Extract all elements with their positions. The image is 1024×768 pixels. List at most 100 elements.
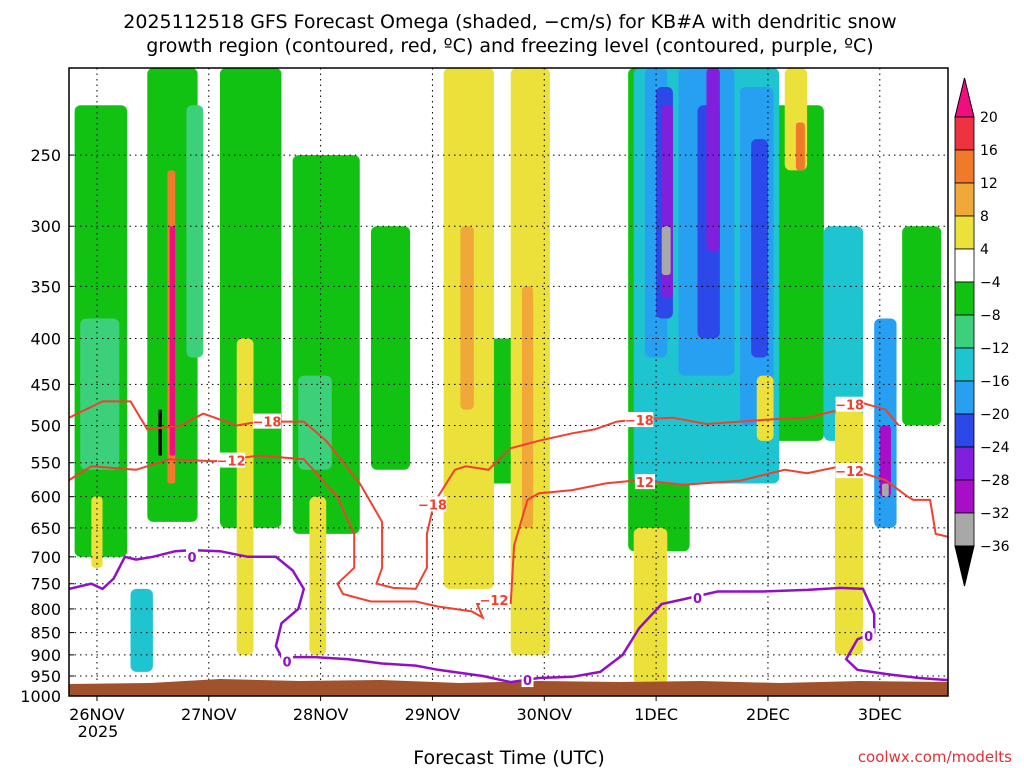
yellow-band	[309, 496, 327, 655]
colorbar-label: −8	[980, 308, 1001, 324]
y-tick-label: 250	[30, 146, 61, 165]
colorbar-label: −36	[980, 539, 1010, 555]
red-contour-label-bg	[835, 463, 864, 479]
red-contour-label-bg	[634, 474, 655, 490]
y-tick-label: 750	[30, 575, 61, 594]
y-tick-label: 850	[30, 624, 61, 643]
red-contour-label: −12	[835, 465, 864, 480]
purple-contour-label-bg	[521, 672, 534, 688]
colorbar-label: 20	[980, 110, 998, 126]
green-band	[219, 68, 282, 528]
red-contour-label-bg	[252, 413, 281, 429]
colorbar-bottom-arrow	[954, 545, 975, 587]
x-tick-label: 1DEC	[634, 705, 678, 724]
y-axis: 250 300 350 400 450 500 550 600 650 700 750 800 850 9…	[20, 146, 74, 706]
x-axis: 26NOV 27NOV 28NOV 29NOV 30NOV 1DEC 2DEC 3DEC	[69, 696, 902, 724]
y-tick-label: 700	[30, 548, 61, 567]
orange-band	[795, 122, 805, 171]
credit-link[interactable]: coolwx.com/modelts	[858, 748, 1012, 766]
teal-band	[298, 375, 332, 470]
red-contour-label-bg	[217, 452, 246, 468]
gray-band	[882, 483, 889, 497]
red-contour-label: −18	[625, 414, 654, 429]
x-tick-label: 27NOV	[181, 705, 237, 724]
purple-contour-label: 0	[523, 674, 532, 689]
red-contour-label: −18	[252, 416, 281, 431]
purple-contour-label-bg	[281, 653, 294, 669]
x-tick-label: 29NOV	[405, 705, 461, 724]
colorbar-label: 16	[980, 143, 998, 159]
purple-contour-label: 0	[283, 655, 292, 670]
red-contour-label: −12	[479, 594, 508, 609]
colorbar-label: 8	[980, 209, 989, 225]
colorbar-segment	[954, 512, 975, 547]
contour-labels: −18 −12 −18 −12 −18 12 −18 −12 0 0 0 0 0	[186, 396, 875, 689]
colorbar-label: −16	[980, 374, 1010, 390]
colorbar-segment	[954, 446, 975, 481]
y-tick-label: 300	[30, 217, 61, 236]
colorbar-top-arrow	[954, 77, 975, 118]
red-contour-label-bg	[479, 592, 508, 608]
y-tick-label: 350	[30, 277, 61, 296]
colorbar-segment	[954, 347, 975, 382]
colorbar-label: −28	[980, 473, 1010, 489]
y-tick-label: 650	[30, 519, 61, 538]
green-band	[773, 105, 824, 441]
purple-contour-label: 0	[187, 551, 196, 566]
purple-contour-label-bg	[186, 548, 199, 564]
x-axis-label: Forecast Time (UTC)	[413, 747, 604, 768]
colorbar-label: −20	[980, 407, 1010, 423]
green-band	[292, 155, 360, 534]
teal-band	[186, 105, 204, 358]
y-tick-label: 500	[30, 417, 61, 436]
gray-band	[661, 226, 671, 276]
purple-contour-label: 0	[864, 630, 873, 645]
y-tick-label: 800	[30, 600, 61, 619]
colorbar-segment	[954, 149, 975, 184]
colorbar-label: 4	[980, 242, 989, 258]
red-contour-label-bg	[418, 496, 447, 512]
y-tick-label: 950	[30, 667, 61, 686]
purple-contour-label-bg	[691, 590, 704, 606]
x-tick-label: 2DEC	[746, 705, 790, 724]
navy-band	[751, 139, 768, 358]
colorbar-segment	[954, 116, 975, 151]
grid-lines	[69, 68, 948, 696]
y-tick-label: 400	[30, 329, 61, 348]
red-contour-label-bg	[835, 396, 864, 412]
yellow-band	[91, 496, 103, 568]
plot-frame	[68, 67, 949, 697]
colorbar-label: 12	[980, 176, 998, 192]
red-contour-label: −12	[217, 455, 246, 470]
teal-band	[80, 318, 120, 470]
orange-band	[521, 286, 534, 528]
terrain	[69, 679, 948, 696]
colorbar: 20 16 12 8 4 −4 −8 −12 −16 −20 −24 −28 −32 −36	[954, 77, 1010, 587]
green-band	[902, 226, 942, 426]
orange-band	[460, 226, 474, 410]
colorbar-segment	[954, 314, 975, 349]
colorbar-label: −24	[980, 440, 1010, 456]
colorbar-segment	[954, 182, 975, 217]
y-tick-label: 1000	[20, 687, 61, 706]
y-tick-label: 450	[30, 375, 61, 394]
colorbar-segment	[954, 380, 975, 415]
red-contour-label-bg	[625, 412, 654, 428]
red-contour-label: 12	[636, 476, 654, 491]
y-tick-label: 600	[30, 488, 61, 507]
magenta-band	[169, 226, 176, 456]
y-tick-label: 900	[30, 646, 61, 665]
y-tick-label: 550	[30, 454, 61, 473]
colorbar-label: −12	[980, 341, 1010, 357]
colorbar-segment	[954, 413, 975, 448]
yellow-band	[835, 409, 864, 655]
green-band	[370, 226, 411, 470]
yellow-band	[756, 375, 774, 441]
year-label: 2025	[78, 722, 119, 741]
colorbar-segment	[954, 479, 975, 514]
teal-band	[130, 588, 153, 672]
ground-surface	[69, 679, 948, 696]
colorbar-segment	[954, 215, 975, 250]
chart-title-line2: growth region (contoured, red, ºC) and f…	[146, 35, 873, 57]
